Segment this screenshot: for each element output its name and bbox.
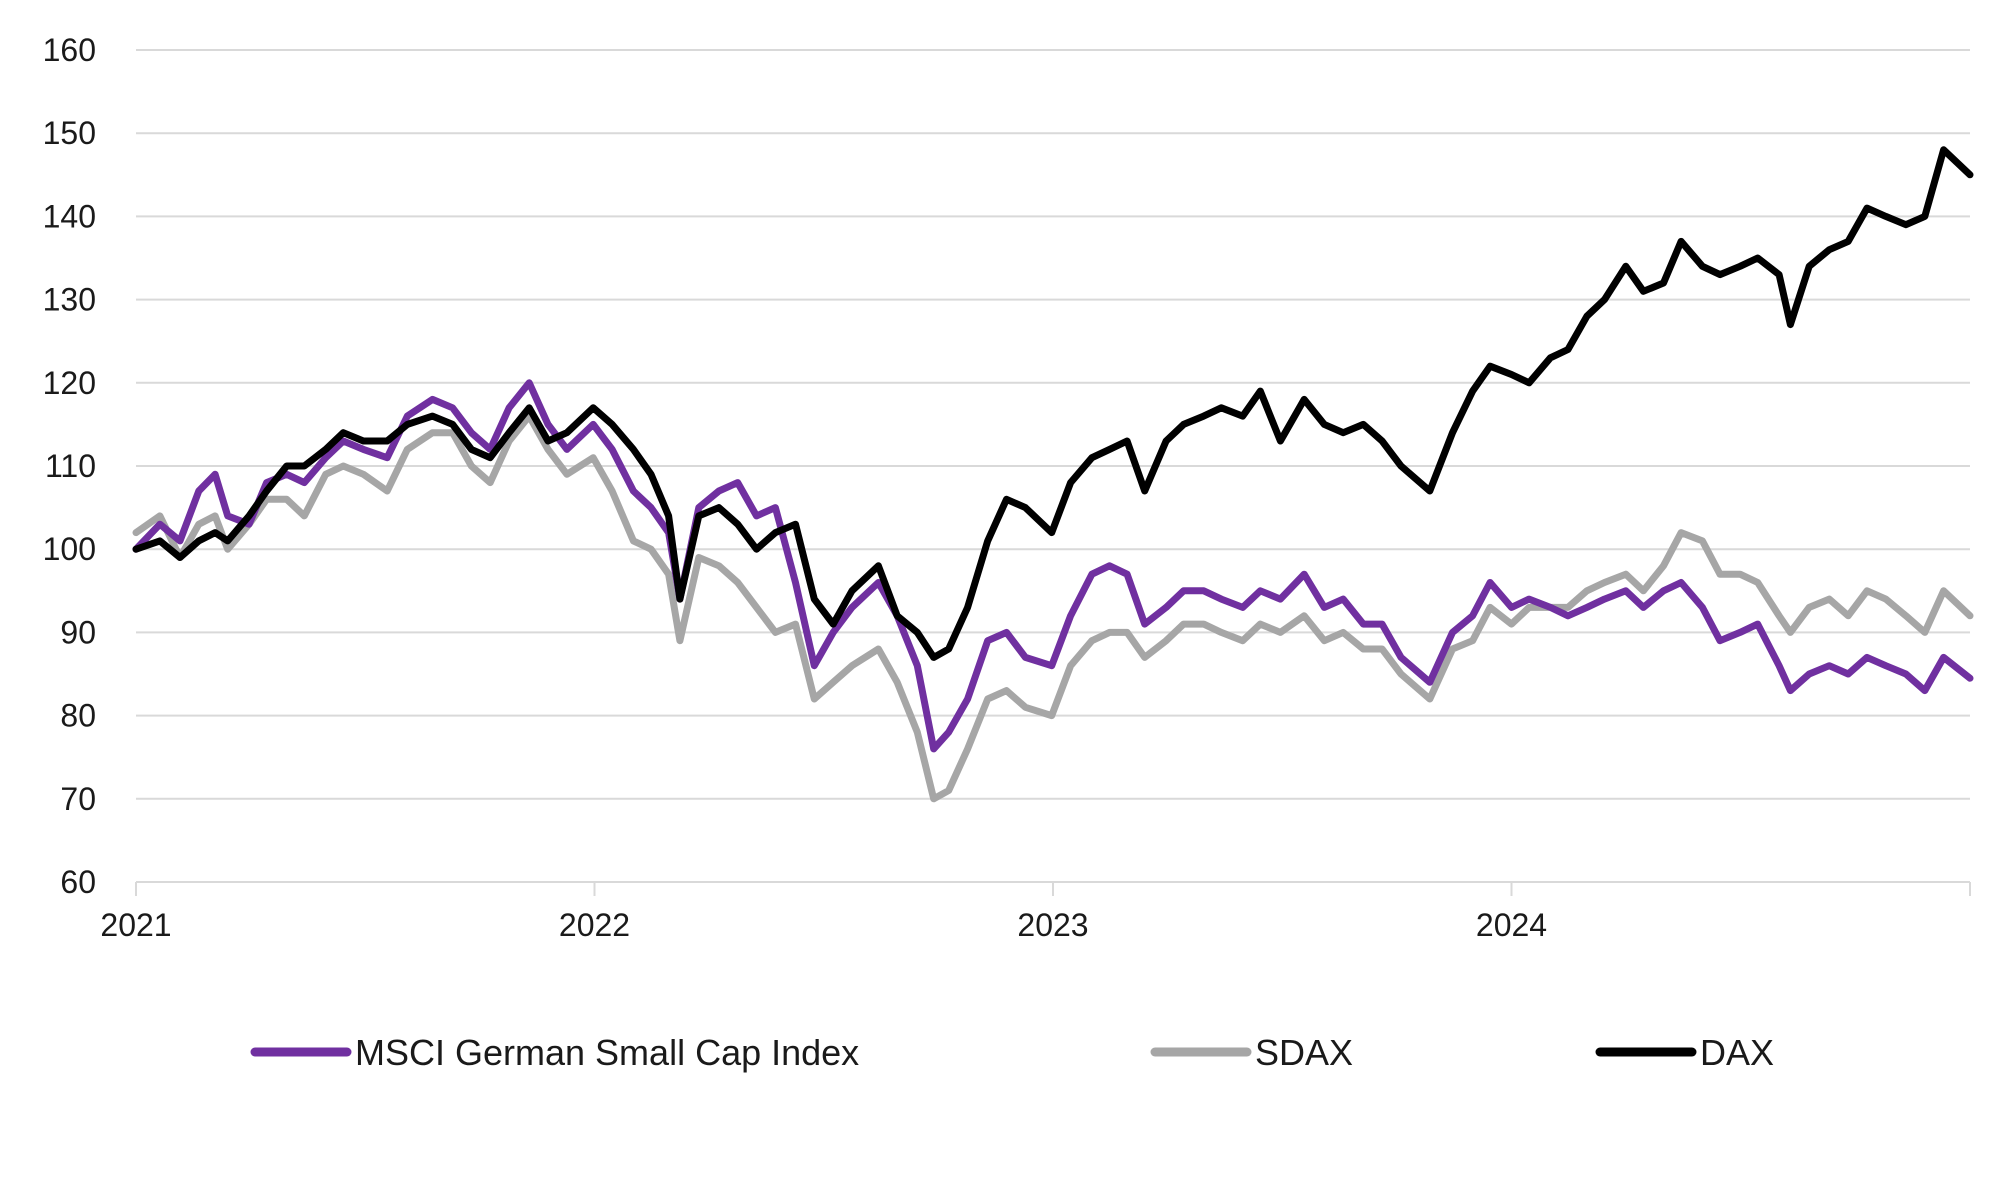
y-tick-label: 100 — [43, 531, 96, 567]
x-tick-label: 2023 — [1017, 907, 1088, 943]
series-line-dax — [132, 146, 1974, 661]
y-tick-label: 60 — [60, 864, 96, 900]
series-lines — [132, 146, 1974, 803]
y-tick-label: 140 — [43, 198, 96, 234]
y-tick-label: 80 — [60, 698, 96, 734]
y-tick-label: 90 — [60, 614, 96, 650]
series-line-sdax — [132, 412, 1974, 803]
y-tick-label: 130 — [43, 282, 96, 318]
legend-label: SDAX — [1255, 1032, 1353, 1073]
legend-label: MSCI German Small Cap Index — [355, 1032, 859, 1073]
legend: MSCI German Small Cap Index SDAX DAX — [250, 1032, 1774, 1073]
series-line-msci-german-small-cap-index — [132, 379, 1974, 753]
x-tick-label: 2022 — [559, 907, 630, 943]
y-tick-label: 160 — [43, 32, 96, 68]
legend-label: DAX — [1700, 1032, 1774, 1073]
y-tick-label: 110 — [45, 448, 96, 484]
y-axis: 60 70 80 90 100 110 120 130 140 160 150 — [43, 32, 96, 900]
x-axis: 2021 2022 2023 2024 — [100, 881, 1971, 943]
y-tick-label: 70 — [60, 781, 96, 817]
grid — [136, 49, 1970, 800]
y-tick-label: 150 — [43, 115, 96, 151]
y-tick-label: 120 — [43, 365, 96, 401]
x-tick-label: 2024 — [1476, 907, 1547, 943]
x-tick-label: 2021 — [100, 907, 171, 943]
